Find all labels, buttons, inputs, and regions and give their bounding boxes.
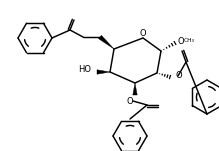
Text: HO: HO (78, 66, 91, 74)
Text: O: O (127, 96, 133, 106)
Polygon shape (99, 35, 114, 49)
Text: O: O (140, 29, 146, 39)
Text: O: O (178, 37, 185, 45)
Polygon shape (97, 70, 110, 74)
Text: O: O (175, 72, 182, 80)
Polygon shape (133, 83, 137, 95)
Text: CH₃: CH₃ (184, 37, 195, 42)
